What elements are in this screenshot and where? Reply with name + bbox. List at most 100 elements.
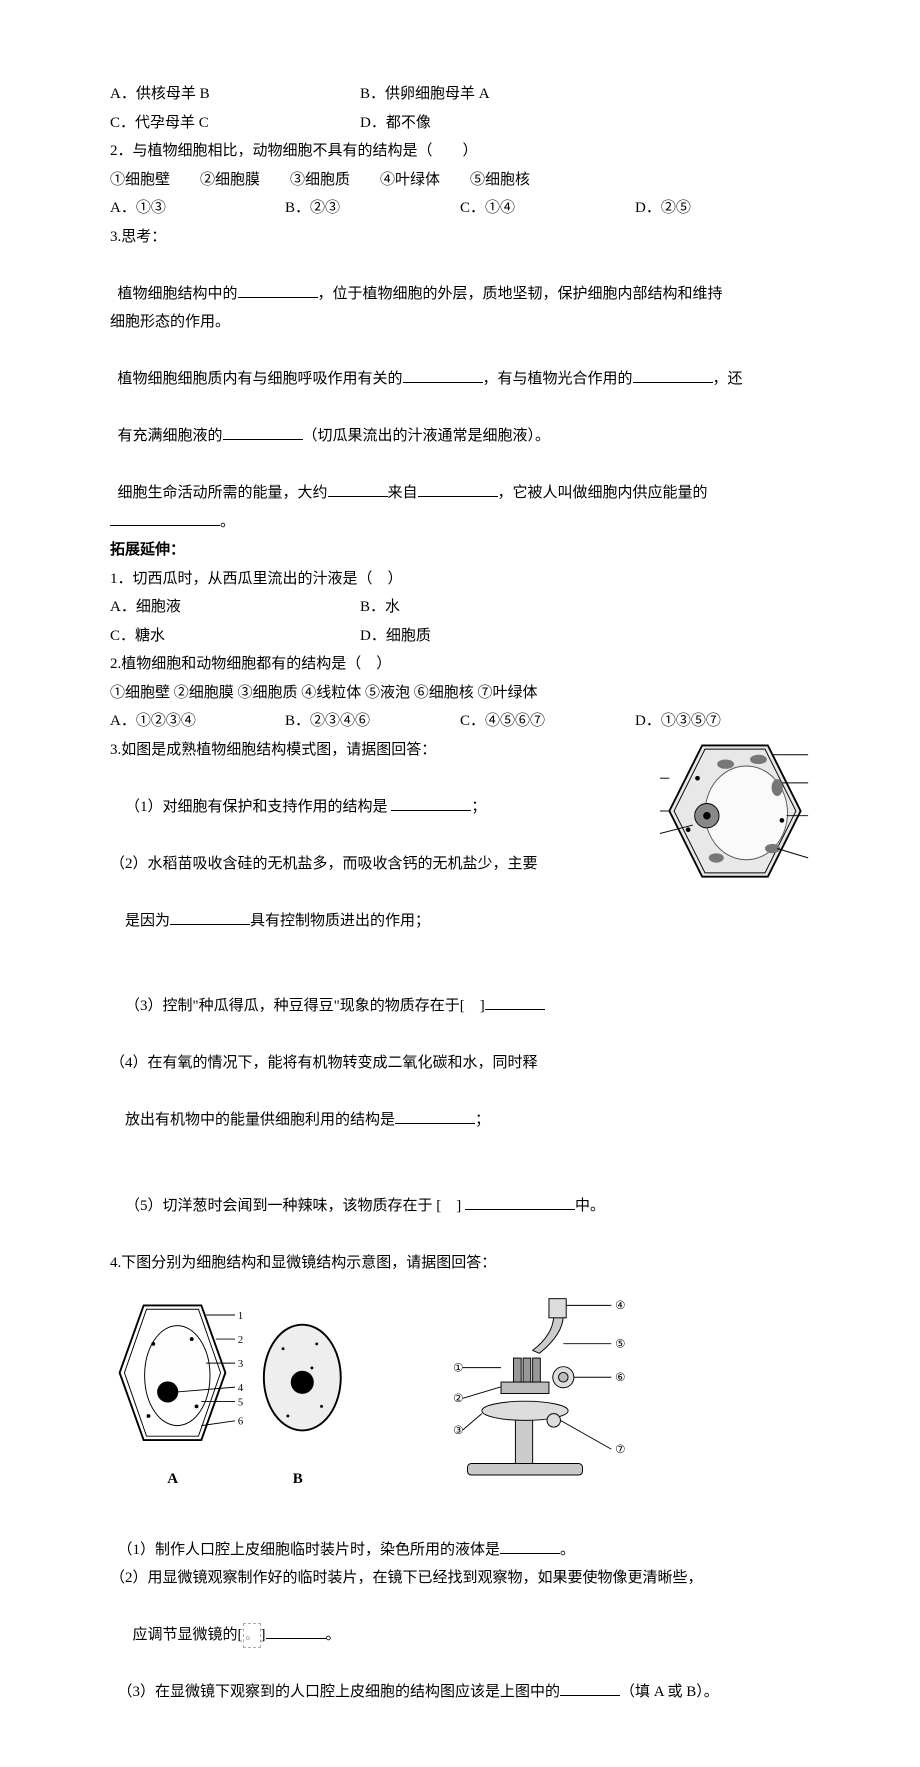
e2-choices: ①细胞壁 ②细胞膜 ③细胞质 ④线粒体 ⑤液泡 ⑥细胞核 ⑦叶绿体 xyxy=(110,679,810,708)
q2-stem: 2．与植物细胞相比，动物细胞不具有的结构是（ ） xyxy=(110,137,810,166)
q3-p2-d: 有充满细胞液的 xyxy=(118,428,223,444)
e1-option-c: C．糖水 xyxy=(110,622,360,651)
blank xyxy=(395,1108,475,1125)
svg-text:6: 6 xyxy=(238,1417,243,1428)
e1-options-row-1: A．细胞液 B．水 xyxy=(110,593,810,622)
e4-l2b: 应调节显微镜的[。]。 xyxy=(110,1593,810,1650)
q2-option-c: C．①④ xyxy=(460,194,635,223)
q3-p3-c: ，它被人叫做细胞内供应能量的 xyxy=(498,485,708,501)
svg-text:③: ③ xyxy=(453,1425,463,1437)
q3-p1: 植物细胞结构中的 ，位于植物细胞的外层，质地坚韧，保护细胞内部结构和维持 xyxy=(110,251,810,308)
ruby-marker: 。 xyxy=(243,1623,261,1648)
q2-option-d: D．②⑤ xyxy=(635,194,810,223)
blank xyxy=(500,1537,560,1554)
blank xyxy=(560,1680,620,1697)
q3-p2-b: ，有与植物光合作用的 xyxy=(483,371,633,387)
svg-text:4: 4 xyxy=(238,1383,244,1394)
svg-text:5: 5 xyxy=(238,1397,243,1408)
blank xyxy=(110,509,220,526)
extension-heading: 拓展延伸： xyxy=(110,536,810,565)
e2-option-a: A．①②③④ xyxy=(110,707,285,736)
e4-l1-b: 。 xyxy=(560,1542,575,1558)
blank xyxy=(633,367,713,384)
e2-options: A．①②③④ B．②③④⑥ C．④⑤⑥⑦ D．①③⑤⑦ xyxy=(110,707,810,736)
q3-p3-b: 来自 xyxy=(388,485,418,501)
svg-text:⑦: ⑦ xyxy=(615,1444,625,1456)
e1-stem: 1．切西瓜时，从西瓜里流出的汁液是（ ） xyxy=(110,565,810,594)
caption-b: B xyxy=(293,1465,303,1494)
e3-l4b-a: 放出有机物中的能量供细胞利用的结构是 xyxy=(125,1112,395,1128)
blank xyxy=(391,794,471,811)
prev-option-d: D．都不像 xyxy=(360,109,431,138)
q3-p3: 细胞生命活动所需的能量，大约来自，它被人叫做细胞内供应能量的。 xyxy=(110,451,810,537)
e1-options-row-2: C．糖水 D．细胞质 xyxy=(110,622,810,651)
svg-text:1: 1 xyxy=(238,1311,243,1322)
q2-option-a: A．①③ xyxy=(110,194,285,223)
microscope-figure: ① ② ③ ④ ⑤ ⑥ ⑦ xyxy=(410,1291,640,1493)
q2-options: A．①③ B．②③ C．①④ D．②⑤ xyxy=(110,194,810,223)
e3-l1-text: （1）对细胞有保护和支持作用的结构是 xyxy=(125,799,391,815)
svg-text:2: 2 xyxy=(238,1335,243,1346)
blank xyxy=(418,481,498,498)
e4-l3: （3）在显微镜下观察到的人口腔上皮细胞的结构图应该是上图中的（填 A 或 B）。 xyxy=(110,1650,810,1707)
ab-captions: A B xyxy=(110,1465,360,1494)
cells-figure: 1 2 3 4 5 6 A B xyxy=(110,1291,360,1493)
e4-stem: 4.下图分别为细胞结构和显微镜结构示意图，请据图回答： xyxy=(110,1249,810,1278)
q2-option-b: B．②③ xyxy=(285,194,460,223)
e3-l4b: 放出有机物中的能量供细胞利用的结构是 ； xyxy=(110,1078,810,1164)
q3-p3-d: 。 xyxy=(220,514,235,530)
e2-option-b: B．②③④⑥ xyxy=(285,707,460,736)
plant-cell-diagram: 1 2 3 4 5 6 7 xyxy=(660,736,810,886)
q3-p2: 植物细胞细胞质内有与细胞呼吸作用有关的 ，有与植物光合作用的 ，还 xyxy=(110,337,810,394)
e3-l2b-c: 具有控制物质进出的作用； xyxy=(250,913,430,929)
blank xyxy=(238,281,318,298)
prev-option-b: B．供卵细胞母羊 A xyxy=(360,80,490,109)
prev-option-c: C．代孕母羊 C xyxy=(110,109,360,138)
e3-l5: （5）切洋葱时会闻到一种辣味，该物质存在于 [ ] 中。 xyxy=(110,1163,810,1249)
e4-l2c: 。 xyxy=(326,1627,341,1643)
cells-diagram: 1 2 3 4 5 6 xyxy=(110,1291,360,1454)
e1-option-b: B．水 xyxy=(360,593,400,622)
blank xyxy=(170,908,250,925)
e4-l2b-pre: 应调节显微镜的[ xyxy=(118,1627,243,1643)
blank xyxy=(328,481,388,498)
q3-p1c: 细胞形态的作用。 xyxy=(110,308,810,337)
blank xyxy=(485,994,545,1011)
e4-l1: （1）制作人口腔上皮细胞临时装片时，染色所用的液体是。 xyxy=(110,1507,810,1564)
microscope-diagram: ① ② ③ ④ ⑤ ⑥ ⑦ xyxy=(410,1291,640,1483)
e3-l3-a: （3）控制"种瓜得瓜，种豆得豆"现象的物质存在于[ ] xyxy=(125,998,485,1014)
plant-cell-figure: 1 2 3 4 5 6 7 xyxy=(660,736,810,897)
q3-p1-b: ，位于植物细胞的外层，质地坚韧，保护细胞内部结构和维持 xyxy=(318,286,723,302)
q3-p2d: 有充满细胞液的 （切瓜果流出的汁液通常是细胞液）。 xyxy=(110,394,810,451)
e3-l5-b: 中。 xyxy=(575,1198,605,1214)
e2-option-d: D．①③⑤⑦ xyxy=(635,707,810,736)
svg-text:3: 3 xyxy=(238,1359,243,1370)
e4-diagram-row: 1 2 3 4 5 6 A B xyxy=(110,1291,810,1493)
e4-l2a: （2）用显微镜观察制作好的临时装片，在镜下已经找到观察物，如果要使物像更清晰些， xyxy=(110,1564,810,1593)
blank xyxy=(223,424,303,441)
prev-options-row-2: C．代孕母羊 C D．都不像 xyxy=(110,109,810,138)
q3-p2-c: ，还 xyxy=(713,371,743,387)
q3-title: 3.思考： xyxy=(110,223,810,252)
e2-stem: 2.植物细胞和动物细胞都有的结构是（ ） xyxy=(110,650,810,679)
prev-options-row-1: A．供核母羊 B B．供卵细胞母羊 A xyxy=(110,80,810,109)
blank xyxy=(266,1623,326,1640)
svg-text:②: ② xyxy=(453,1393,463,1405)
e3-l4a: （4）在有氧的情况下，能将有机物转变成二氧化碳和水，同时释 xyxy=(110,1049,810,1078)
svg-text:⑤: ⑤ xyxy=(615,1339,625,1351)
q3-p1-a: 植物细胞结构中的 xyxy=(118,286,238,302)
svg-text:⑥: ⑥ xyxy=(615,1372,625,1384)
q3-p2-e: （切瓜果流出的汁液通常是细胞液）。 xyxy=(303,428,551,444)
q3-p2-a: 植物细胞细胞质内有与细胞呼吸作用有关的 xyxy=(118,371,403,387)
e4-l3-b: （填 A 或 B）。 xyxy=(620,1684,719,1700)
e1-option-a: A．细胞液 xyxy=(110,593,360,622)
e3-l1-tail: ； xyxy=(471,799,486,815)
e3-l3: （3）控制"种瓜得瓜，种豆得豆"现象的物质存在于[ ] xyxy=(110,964,810,1050)
e3-l5-a: （5）切洋葱时会闻到一种辣味，该物质存在于 [ ] xyxy=(125,1198,465,1214)
e3-l4b-c: ； xyxy=(475,1112,490,1128)
e1-option-d: D．细胞质 xyxy=(360,622,431,651)
svg-text:①: ① xyxy=(453,1363,463,1375)
blank xyxy=(465,1193,575,1210)
caption-a: A xyxy=(167,1465,178,1494)
e2-option-c: C．④⑤⑥⑦ xyxy=(460,707,635,736)
